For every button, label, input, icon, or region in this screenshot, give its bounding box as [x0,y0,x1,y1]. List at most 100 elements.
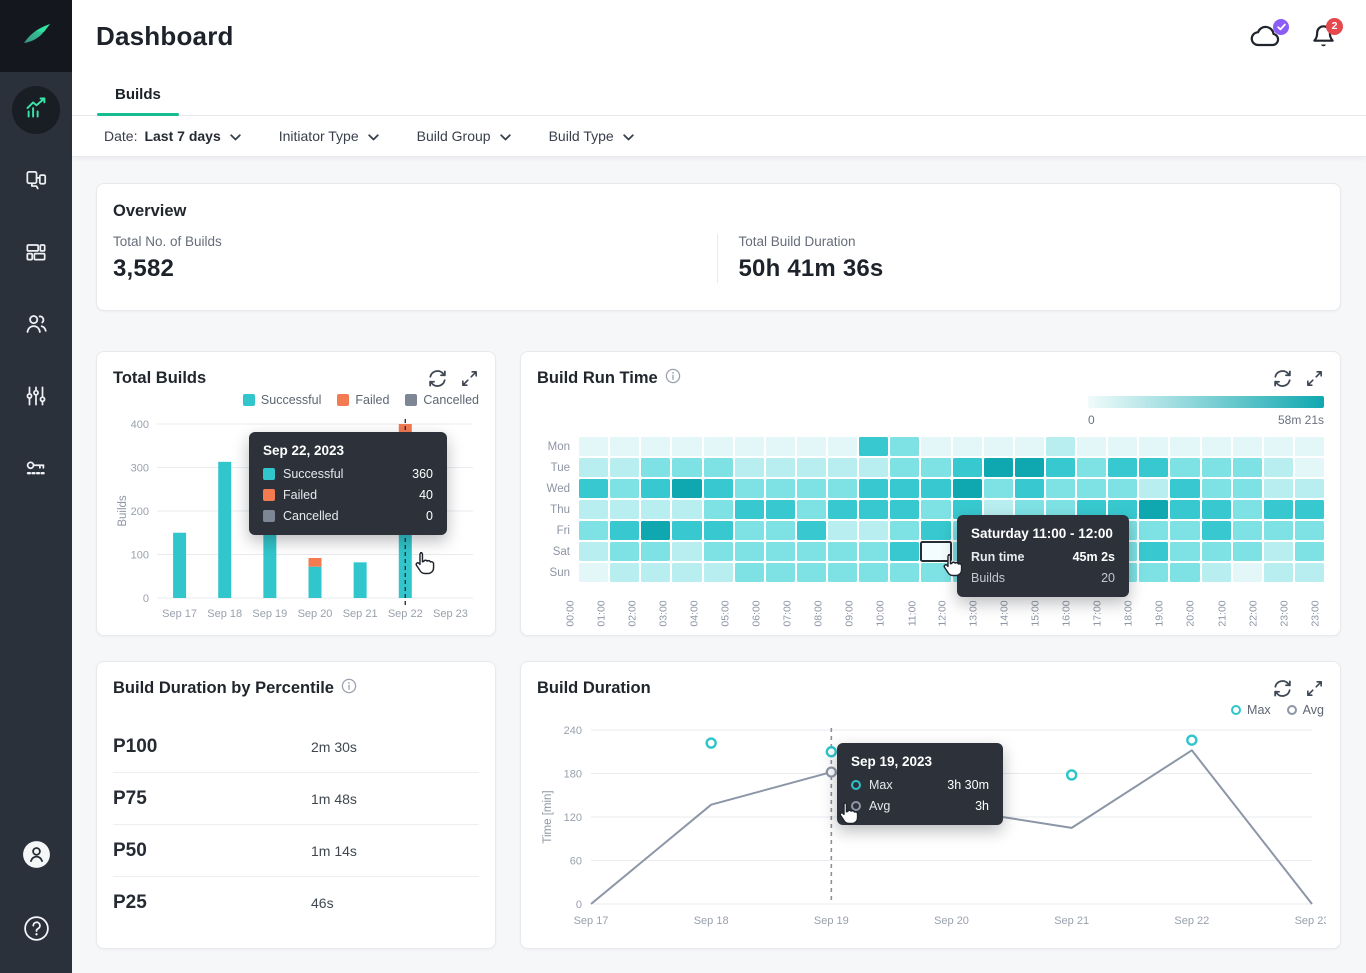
heatmap-cell[interactable] [1263,542,1293,561]
heatmap-cell[interactable] [1170,563,1200,582]
bar-failed[interactable] [308,557,322,567]
tab-builds[interactable]: Builds [97,86,179,116]
heatmap-cell[interactable] [828,542,858,561]
legend-avg[interactable]: Avg [1286,703,1324,717]
legend-successful[interactable]: Successful [242,393,321,407]
heatmap-cell[interactable] [1201,500,1231,519]
heatmap-cell[interactable] [1170,437,1200,456]
avg-point-selected[interactable] [825,766,837,778]
heatmap-cell[interactable] [1294,542,1324,561]
heatmap-cell[interactable] [1170,500,1200,519]
max-point[interactable] [1065,769,1078,781]
heatmap-cell[interactable] [1201,542,1231,561]
heatmap-cell[interactable] [890,542,920,561]
heatmap-cell[interactable] [610,542,640,561]
heatmap-cell[interactable] [983,500,1013,519]
max-point[interactable] [825,746,838,758]
heatmap-cell[interactable] [921,563,951,582]
heatmap-cell[interactable] [579,542,609,561]
heatmap-cell[interactable] [1108,479,1138,498]
heatmap-cell[interactable] [1139,521,1169,540]
heatmap-cell[interactable] [890,458,920,477]
heatmap-cell[interactable] [1201,563,1231,582]
expand-icon[interactable] [460,369,479,388]
heatmap-cell[interactable] [765,458,795,477]
heatmap-cell[interactable] [734,542,764,561]
heatmap-cell[interactable] [610,563,640,582]
heatmap-cell[interactable] [952,458,982,477]
heatmap-cell[interactable] [983,479,1013,498]
heatmap-cell[interactable] [672,479,702,498]
heatmap-cell[interactable] [921,479,951,498]
heatmap-cell[interactable] [1108,458,1138,477]
heatmap-cell[interactable] [1139,542,1169,561]
heatmap-cell[interactable] [765,542,795,561]
heatmap-cell[interactable] [921,500,951,519]
heatmap-cell[interactable] [579,500,609,519]
heatmap-cell[interactable] [1108,437,1138,456]
heatmap-cell[interactable] [672,437,702,456]
heatmap-cell[interactable] [1045,458,1075,477]
legend-cancelled[interactable]: Cancelled [405,393,479,407]
refresh-icon[interactable] [1272,678,1293,699]
heatmap-cell[interactable] [641,542,671,561]
heatmap-cell[interactable] [1170,521,1200,540]
expand-icon[interactable] [1305,369,1324,388]
heatmap-cell[interactable] [1232,458,1262,477]
heatmap-cell[interactable] [734,437,764,456]
heatmap-cell[interactable] [765,563,795,582]
heatmap-cell[interactable] [1077,458,1107,477]
heatmap-cell[interactable] [734,458,764,477]
heatmap-cell[interactable] [1232,521,1262,540]
heatmap-cell[interactable] [765,500,795,519]
heatmap-cell[interactable] [796,458,826,477]
bar-successful[interactable] [218,461,232,598]
heatmap-cell[interactable] [672,500,702,519]
heatmap-cell[interactable] [1045,437,1075,456]
heatmap-cell[interactable] [983,437,1013,456]
heatmap-cell[interactable] [703,563,733,582]
heatmap-cell[interactable] [703,479,733,498]
heatmap-cell[interactable] [703,542,733,561]
heatmap-cell[interactable] [828,521,858,540]
heatmap-cell[interactable] [1201,521,1231,540]
info-icon[interactable] [665,368,681,389]
heatmap-cell[interactable] [1139,479,1169,498]
heatmap-cell[interactable] [1294,500,1324,519]
bar-successful[interactable] [173,532,187,598]
heatmap-cell[interactable] [1232,437,1262,456]
filter-build-group[interactable]: Build Group [417,128,511,144]
legend-max[interactable]: Max [1231,703,1271,717]
heatmap-cell[interactable] [1263,563,1293,582]
heatmap-cell[interactable] [796,521,826,540]
heatmap-cell[interactable] [1232,479,1262,498]
heatmap-cell[interactable] [579,563,609,582]
brand-logo[interactable] [0,0,72,72]
cloud-sync-button[interactable] [1249,18,1289,50]
heatmap-cell[interactable] [703,437,733,456]
heatmap-cell[interactable] [859,563,889,582]
heatmap-cell[interactable] [641,521,671,540]
heatmap-cell[interactable] [1077,500,1107,519]
heatmap-cell[interactable] [1201,479,1231,498]
heatmap-cell[interactable] [703,500,733,519]
filter-build-type[interactable]: Build Type [549,128,634,144]
heatmap-cell[interactable] [859,458,889,477]
heatmap-cell[interactable] [1014,479,1044,498]
heatmap-cell[interactable] [983,458,1013,477]
heatmap-cell[interactable] [641,479,671,498]
heatmap-cell[interactable] [1201,458,1231,477]
heatmap-cell[interactable] [921,437,951,456]
heatmap-cell[interactable] [921,458,951,477]
heatmap-cell[interactable] [890,500,920,519]
heatmap-cell[interactable] [952,500,982,519]
sidebar-item-help[interactable] [12,907,60,955]
heatmap-cell[interactable] [1170,458,1200,477]
heatmap-cell[interactable] [890,479,920,498]
sidebar-item-pipeline-devices[interactable] [12,158,60,206]
heatmap-cell[interactable] [828,458,858,477]
heatmap-cell[interactable] [1077,437,1107,456]
heatmap-cell[interactable] [734,479,764,498]
heatmap-cell[interactable] [1139,500,1169,519]
heatmap-cell[interactable] [641,563,671,582]
